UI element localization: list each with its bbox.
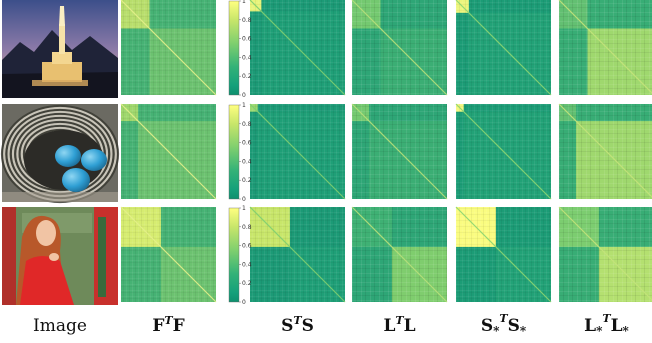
- matrix-ftf-row-3: [120, 206, 217, 303]
- caption-sts_star: S*TS*: [481, 312, 527, 338]
- colorbar-tick-label: 0.8: [242, 17, 252, 24]
- colorbar-tick-label: 1: [242, 0, 246, 5]
- matrix-ltl_star-row-1: [558, 0, 652, 95]
- caption-text: S*TS*: [481, 312, 527, 338]
- caption-text: LTL: [383, 314, 415, 336]
- photo-temple-at-dusk: [2, 0, 118, 98]
- caption-text: STS: [281, 314, 314, 336]
- matrix-sts-row-2: [249, 103, 346, 200]
- matrix-sts_star-row-3: [455, 206, 552, 303]
- caption-ltl_star: L*TL*: [584, 312, 629, 338]
- colorbars: 1 0.8 0.6 0.4 0.2 0 1 0.8 0.6 0.4 0.2 0 1 0.8 0.6 0.4 0.…: [228, 0, 252, 306]
- matrix-ltl_star-row-3: [558, 206, 652, 302]
- colorbar-row-3: 1 0.8 0.6 0.4 0.2 0: [228, 205, 252, 306]
- colorbar-tick-label: 0.2: [242, 280, 252, 287]
- matrix-sts-row-3: [249, 206, 346, 303]
- colorbar-tick-label: 0.2: [242, 73, 252, 80]
- colorbar-tick-label: 0: [242, 196, 246, 203]
- caption-sts: STS: [281, 314, 314, 336]
- colorbar-tick-label: 0: [242, 299, 246, 306]
- colorbar-row-1: 1 0.8 0.6 0.4 0.2 0: [228, 0, 252, 99]
- colorbar-tick-label: 0.6: [242, 140, 252, 147]
- colorbar-tick-label: 0.6: [242, 36, 252, 43]
- matrix-ltl-row-2: [351, 103, 448, 200]
- colorbar-tick-label: 0.4: [242, 261, 252, 268]
- caption-ftf: FTF: [152, 314, 184, 336]
- matrix-sts_star-row-2: [455, 103, 552, 200]
- caption-text: FTF: [152, 314, 184, 336]
- colorbar-tick-label: 0.6: [242, 243, 252, 250]
- matrix-ftf-row-1: [120, 0, 217, 96]
- matrix-sts-row-1: [249, 0, 346, 96]
- caption-text: L*TL*: [584, 312, 629, 338]
- colorbar-tick-label: 1: [242, 102, 246, 109]
- photo-column: [0, 0, 120, 305]
- matrix-grid: [120, 0, 652, 303]
- colorbar-tick-label: 0.8: [242, 224, 252, 231]
- matrix-ltl_star-row-2: [558, 103, 652, 199]
- matrix-sts_star-row-1: [455, 0, 552, 96]
- column-captions: Image FTF STS LTL S*TS* L*TL*: [33, 312, 630, 338]
- colorbar-tick-label: 1: [242, 205, 246, 212]
- caption-ltl: LTL: [383, 314, 415, 336]
- colorbar-tick-label: 0.4: [242, 54, 252, 61]
- colorbar-tick-label: 0.2: [242, 177, 252, 184]
- colorbar-tick-label: 0.4: [242, 158, 252, 165]
- photo-woman-in-red-dress: [2, 207, 118, 305]
- colorbar-row-2: 1 0.8 0.6 0.4 0.2 0: [228, 102, 252, 203]
- matrix-ftf-row-2: [120, 103, 217, 200]
- matrix-ltl-row-3: [351, 206, 448, 303]
- colorbar-tick-label: 0.8: [242, 121, 252, 128]
- colorbar-tick-label: 0: [242, 92, 246, 99]
- matrix-ltl-row-1: [351, 0, 448, 96]
- photo-bird-nest-blue-eggs: [0, 104, 120, 204]
- caption-text: Image: [33, 316, 87, 336]
- caption-image: Image: [33, 316, 87, 336]
